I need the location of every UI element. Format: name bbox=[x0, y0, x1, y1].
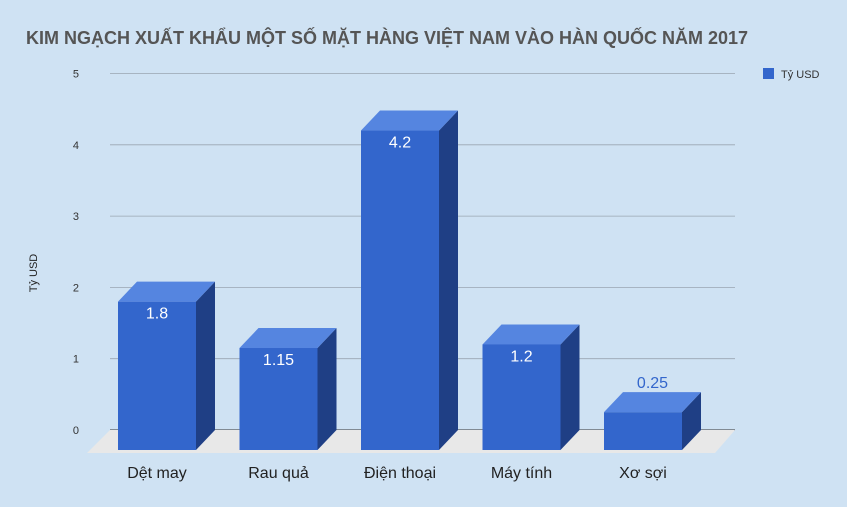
bar-front-face bbox=[361, 130, 439, 451]
bar-top-face bbox=[361, 110, 458, 131]
bar bbox=[118, 281, 215, 450]
y-tick-label: 3 bbox=[73, 211, 79, 223]
bar-side-face bbox=[317, 328, 337, 450]
bar-top-face bbox=[482, 324, 580, 345]
y-tick-label: 2 bbox=[73, 282, 79, 294]
bar-side-face bbox=[560, 324, 580, 450]
y-tick-label: 4 bbox=[73, 140, 79, 152]
bar-side-face bbox=[439, 110, 458, 450]
bar-front-face bbox=[118, 301, 196, 450]
bar bbox=[482, 324, 580, 450]
bar bbox=[239, 328, 337, 450]
bar-top-face bbox=[239, 328, 337, 349]
bar-front-face bbox=[482, 344, 561, 450]
bar-value-label: 1.8 bbox=[146, 306, 168, 323]
bar-value-label: 0.25 bbox=[637, 375, 668, 392]
bars-layer bbox=[118, 110, 701, 451]
x-category-label: Rau quả bbox=[248, 465, 309, 482]
bar bbox=[361, 110, 458, 451]
bar-value-label: 4.2 bbox=[389, 135, 411, 152]
bar-side-face bbox=[682, 392, 701, 450]
labels-layer: 1.8 Dệt may 1.15 Rau quả 4.2 Điện thoại 1.2 Máy… bbox=[127, 135, 668, 482]
bar-top-face bbox=[604, 392, 701, 413]
x-category-label: Dệt may bbox=[127, 465, 187, 482]
legend: Tỷ USD bbox=[763, 68, 820, 81]
x-category-label: Xơ sợi bbox=[619, 465, 667, 482]
bar-side-face bbox=[196, 281, 215, 450]
chart-title: KIM NGẠCH XUẤT KHẨU MỘT SỐ MẶT HÀNG VIỆT… bbox=[26, 27, 748, 48]
y-tick-label: 0 bbox=[73, 425, 79, 437]
bar-top-face bbox=[118, 281, 215, 302]
bar-front-face bbox=[604, 412, 682, 450]
bar-value-label: 1.15 bbox=[263, 352, 294, 369]
y-tick-label: 1 bbox=[73, 354, 79, 366]
y-axis-label: Tỷ USD bbox=[28, 254, 40, 293]
y-tick-label: 5 bbox=[73, 69, 79, 81]
x-category-label: Máy tính bbox=[491, 465, 552, 482]
legend-swatch bbox=[763, 68, 774, 79]
bar bbox=[604, 392, 701, 450]
bar-front-face bbox=[239, 348, 318, 450]
bar-value-label: 1.2 bbox=[510, 348, 532, 365]
legend-label: Tỷ USD bbox=[781, 69, 820, 81]
x-category-label: Điện thoại bbox=[364, 465, 436, 482]
